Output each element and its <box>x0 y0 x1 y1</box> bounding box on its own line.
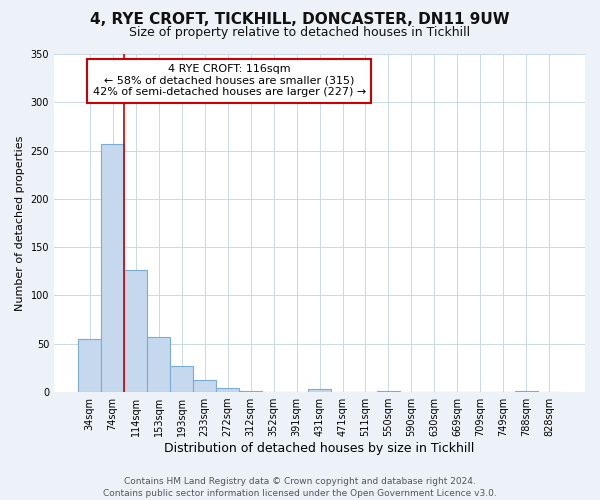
Bar <box>515 391 538 392</box>
Text: Contains HM Land Registry data © Crown copyright and database right 2024.
Contai: Contains HM Land Registry data © Crown c… <box>103 476 497 498</box>
Bar <box>147 337 170 392</box>
Bar <box>308 389 331 392</box>
Bar <box>78 339 101 392</box>
Text: Size of property relative to detached houses in Tickhill: Size of property relative to detached ho… <box>130 26 470 39</box>
Bar <box>193 380 216 392</box>
Y-axis label: Number of detached properties: Number of detached properties <box>15 136 25 310</box>
Bar <box>239 391 262 392</box>
Bar <box>101 144 124 392</box>
Bar <box>216 388 239 392</box>
Text: 4 RYE CROFT: 116sqm
← 58% of detached houses are smaller (315)
42% of semi-detac: 4 RYE CROFT: 116sqm ← 58% of detached ho… <box>92 64 366 98</box>
Bar <box>170 366 193 392</box>
Bar <box>124 270 147 392</box>
X-axis label: Distribution of detached houses by size in Tickhill: Distribution of detached houses by size … <box>164 442 475 455</box>
Bar <box>377 391 400 392</box>
Text: 4, RYE CROFT, TICKHILL, DONCASTER, DN11 9UW: 4, RYE CROFT, TICKHILL, DONCASTER, DN11 … <box>90 12 510 28</box>
